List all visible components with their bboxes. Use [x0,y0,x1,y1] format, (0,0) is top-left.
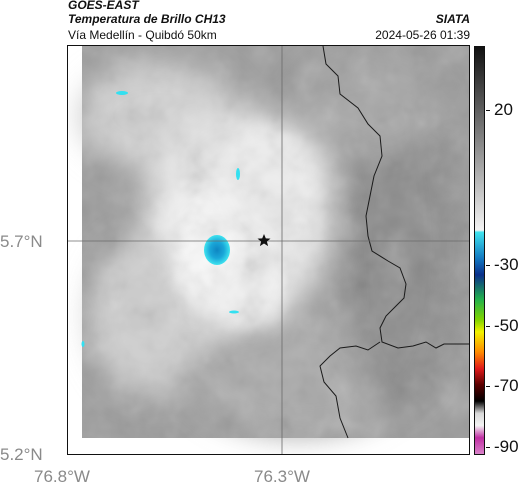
satellite-title: GOES-EAST [68,0,139,12]
lon-label-west: 76.8°W [34,467,90,486]
coastline-south [319,341,381,439]
colorbar-label: -30 [494,255,519,274]
colorbar-label: 20 [494,100,513,119]
lat-label-south: 5.2°N [0,445,43,464]
satellite-map[interactable] [67,45,470,455]
imagery-layer [78,46,469,438]
cold-cloud-tops [81,91,240,347]
colorbar-label: -50 [494,316,519,335]
colorbar-tick [486,386,490,387]
coastline [322,46,469,349]
product-title: Temperatura de Brillo CH13 [68,12,226,26]
colorbar-label: -70 [494,376,519,395]
graticule [68,46,469,454]
org-label: SIATA [435,12,470,26]
datetime-label: 2024-05-26 01:39 [375,28,470,42]
lon-label-east: 76.3°W [254,467,310,486]
colorbar-tick [486,110,490,111]
lat-label-north: 5.7°N [0,232,43,251]
colorbar [474,46,485,455]
colorbar-tick [486,265,490,266]
colorbar-label: -90 [494,437,519,456]
colorbar-gradient [475,47,484,454]
region-label: Vía Medellín - Quibdó 50km [68,28,217,42]
map-canvas [68,46,469,454]
star-icon[interactable] [257,234,271,247]
colorbar-tick [486,326,490,327]
colorbar-tick [486,447,490,448]
